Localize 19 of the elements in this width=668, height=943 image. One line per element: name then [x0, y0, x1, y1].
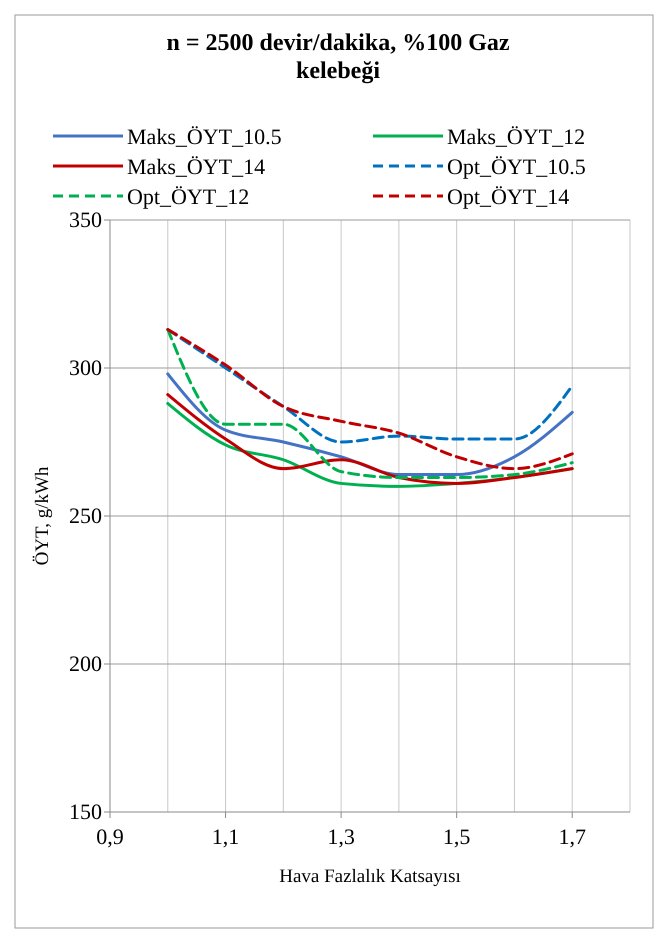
y-tick-label: 150	[69, 799, 102, 824]
legend-label: Maks_ÖYT_14	[127, 154, 266, 179]
legend-label: Maks_ÖYT_10.5	[127, 124, 282, 149]
legend-label: Maks_ÖYT_12	[447, 124, 586, 149]
x-tick-label: 1,7	[558, 824, 586, 849]
legend-label: Opt_ÖYT_14	[447, 184, 570, 209]
y-tick-label: 200	[69, 651, 102, 676]
y-tick-label: 250	[69, 503, 102, 528]
x-tick-label: 0,9	[96, 824, 124, 849]
chart-title: n = 2500 devir/dakika, %100 Gaz kelebeği	[166, 30, 510, 84]
x-tick-label: 1,3	[327, 824, 355, 849]
y-tick-label: 300	[69, 355, 102, 380]
x-tick-label: 1,5	[442, 824, 470, 849]
y-axis-title: ÖYT, g/kWh	[32, 466, 53, 566]
x-tick-label: 1,1	[212, 824, 240, 849]
x-axis-title: Hava Fazlalık Katsayısı	[279, 866, 461, 887]
legend-label: Opt_ÖYT_12	[127, 184, 250, 209]
legend-label: Opt_ÖYT_10.5	[447, 154, 586, 179]
y-tick-label: 350	[69, 207, 102, 232]
